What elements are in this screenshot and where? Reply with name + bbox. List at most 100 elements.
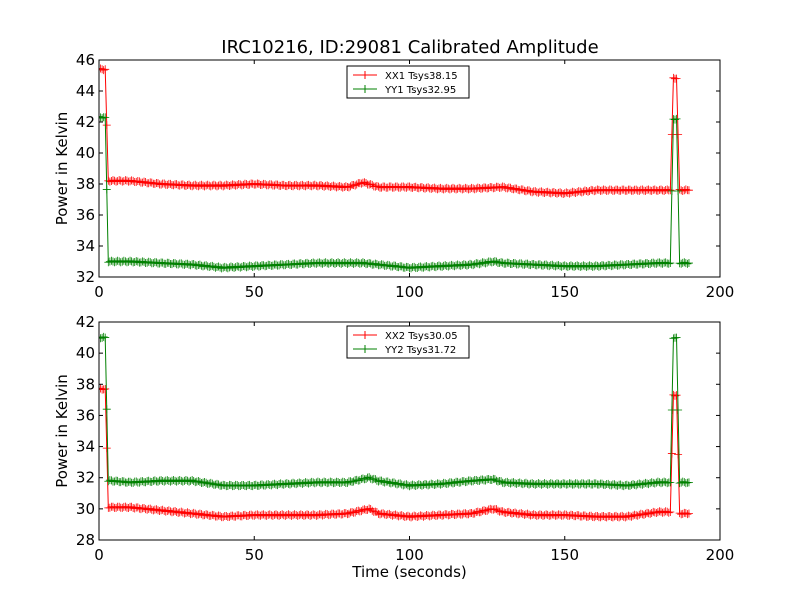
data-point [195,260,204,269]
data-point [341,509,350,518]
x-tick-label: 0 [94,546,104,564]
data-point [632,481,641,490]
data-point [470,509,479,518]
data-point [102,185,111,194]
data-point [400,480,409,489]
data-point [132,177,141,186]
legend-box [346,325,470,359]
data-point [633,511,642,520]
data-point [394,263,403,272]
data-point [490,257,499,266]
data-point [525,186,534,195]
data-point [500,182,509,191]
data-point [504,507,513,516]
data-point [475,476,484,485]
y-tick-label: 46 [76,51,95,69]
data-point [185,260,194,269]
data-point [475,260,484,269]
data-point [119,477,128,486]
y-tick-label: 42 [76,113,95,131]
data-point [483,506,492,515]
data-point [212,512,221,521]
data-point [683,510,692,519]
data-point [180,509,189,518]
data-point [368,506,377,515]
data-point [140,503,149,512]
data-point [632,511,641,520]
data-point [183,508,192,517]
data-point [442,480,451,489]
legend-label: XX1 Tsys38.15 [385,71,458,82]
y-tick-label: 36 [76,406,95,424]
data-point [189,508,198,517]
data-point [674,450,683,459]
data-point [521,187,530,196]
data-point [660,477,669,486]
plot-2: 0 50 100 150 200 28 30 32 34 36 38 40 42 Power in Kel… [53,313,734,581]
data-point [684,259,693,268]
data-point [391,510,400,519]
data-point [164,506,173,515]
y-tick-label: 42 [76,313,95,331]
data-point [354,506,363,515]
data-point [206,511,215,520]
data-point [138,178,147,187]
data-point [476,508,485,517]
data-point [212,262,221,271]
data-point [664,259,673,268]
y-tick-label: 30 [76,500,95,518]
y-tick-label: 32 [76,268,95,286]
data-point [661,258,670,267]
data-point [512,184,521,193]
data-point [577,188,586,197]
y-tick-label: 44 [76,82,95,100]
data-point [127,502,136,511]
series-2 [99,112,693,273]
data-point [150,505,159,514]
data-point [498,507,507,516]
x-tick-label: 200 [706,546,735,564]
data-point [663,479,672,488]
data-point [343,182,352,191]
data-point [99,112,103,121]
data-point [376,261,385,270]
data-point [208,261,217,270]
data-point [396,511,405,520]
data-point [352,180,361,189]
data-point [580,186,589,195]
data-point [177,507,186,516]
data-point [188,476,197,485]
x-tick-label: 150 [550,546,579,564]
data-point [571,188,580,197]
data-point [344,509,353,518]
data-point [391,261,400,270]
data-point [492,257,501,266]
data-point [506,183,515,192]
data-point [202,261,211,270]
data-point [503,184,512,193]
data-point [681,185,690,194]
data-point [152,505,161,514]
series-2 [99,332,693,491]
data-point [467,508,476,517]
x-tick-label: 50 [245,283,264,301]
y-tick-label: 40 [76,344,95,362]
data-point [462,261,471,270]
data-point [497,183,506,192]
y-tick-label: 34 [76,438,95,456]
data-point [518,185,527,194]
data-point [171,507,180,516]
data-point [666,259,675,268]
x-tick-label: 150 [550,283,579,301]
data-point [644,480,653,489]
legend-box [346,65,470,99]
x-tick-label: 100 [395,546,424,564]
data-point [646,509,655,518]
data-point [102,405,111,414]
data-point [481,476,490,485]
data-point [509,508,518,517]
data-point [666,186,675,195]
data-point [195,509,204,518]
